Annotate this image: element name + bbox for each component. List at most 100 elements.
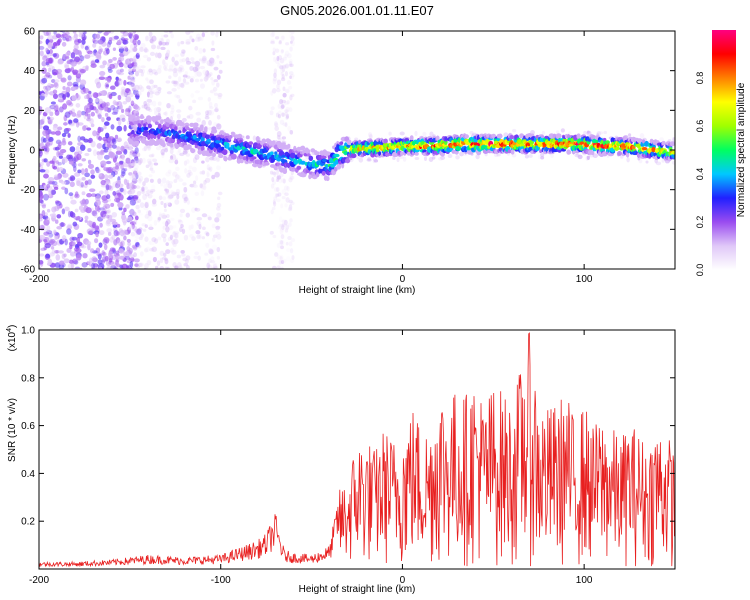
spectral-point — [154, 238, 159, 244]
ridge-point — [305, 148, 311, 155]
spectral-point — [77, 135, 82, 143]
spectral-point — [108, 185, 114, 191]
spectral-point — [130, 99, 134, 105]
spectral-point — [92, 92, 98, 98]
spectral-point — [109, 63, 116, 70]
spectral-point — [289, 174, 294, 181]
spectral-point — [396, 157, 400, 163]
ridge-point — [321, 170, 326, 176]
spectral-point — [61, 31, 66, 34]
spectral-point — [181, 58, 186, 63]
spectral-point — [164, 111, 168, 117]
spectral-point — [182, 150, 188, 155]
spectral-point — [134, 239, 139, 243]
spectral-point — [276, 131, 282, 137]
spectral-point — [282, 56, 287, 61]
spectral-point — [196, 117, 202, 123]
spectral-point — [280, 240, 284, 245]
spectral-point — [200, 183, 207, 190]
spectral-point — [111, 247, 116, 252]
spectral-point — [148, 87, 153, 92]
spectral-point — [49, 238, 56, 244]
spectral-point — [145, 77, 149, 81]
spectral-point — [93, 238, 99, 244]
spectral-point — [161, 152, 165, 156]
spectral-point — [131, 174, 136, 179]
spectral-point — [50, 245, 55, 250]
spectral-point — [75, 145, 80, 152]
spectral-point — [87, 50, 93, 55]
spectral-point — [39, 193, 44, 199]
spectral-point — [151, 170, 156, 174]
spectral-point — [167, 236, 173, 242]
spectral-point — [149, 158, 154, 162]
spectral-point — [429, 131, 434, 137]
spectral-point — [285, 241, 289, 246]
spectral-point — [83, 112, 87, 120]
spectral-point — [211, 80, 215, 86]
spectral-point — [157, 65, 162, 70]
spectral-point — [186, 199, 190, 205]
ridge-point — [347, 139, 352, 146]
spectral-point — [78, 205, 84, 211]
spectral-point — [284, 109, 289, 113]
colorbar-label: Normalized spectral amplitude — [736, 82, 747, 217]
spectral-point — [45, 85, 52, 91]
spectral-point — [144, 213, 149, 219]
spectral-point — [528, 154, 533, 158]
spectral-point — [92, 130, 98, 137]
spectral-point — [78, 33, 85, 38]
spectral-point — [144, 46, 148, 53]
spectral-point — [52, 41, 58, 47]
spectral-point — [148, 68, 153, 73]
spectral-point — [94, 59, 100, 63]
spectral-point — [123, 124, 127, 132]
spectral-point — [280, 48, 284, 55]
spectral-point — [138, 212, 143, 216]
spectral-point — [45, 72, 51, 78]
spectral-point — [142, 190, 148, 196]
spectral-point — [414, 156, 420, 161]
spectral-point — [56, 205, 61, 210]
spectral-point — [165, 226, 170, 233]
spectral-point — [178, 98, 183, 104]
spectral-point — [166, 266, 170, 269]
spectral-point — [286, 100, 290, 105]
spectral-point — [281, 35, 285, 40]
spectral-point — [280, 203, 284, 209]
spectral-point — [126, 81, 133, 85]
spectral-point — [270, 106, 275, 111]
spectral-point — [281, 64, 286, 69]
spectral-point — [142, 181, 146, 187]
ridge-point — [378, 151, 382, 156]
spectral-point — [117, 94, 122, 101]
ridge-point — [194, 137, 201, 142]
spectral-point — [128, 152, 133, 159]
spectral-point — [438, 156, 444, 161]
spectral-point — [130, 257, 135, 263]
spectral-point — [151, 237, 157, 243]
spectral-point — [56, 214, 62, 219]
spectral-point — [119, 160, 124, 164]
spectral-point — [116, 125, 123, 132]
spectral-point — [126, 182, 130, 190]
spectral-point — [107, 251, 113, 258]
spectral-point — [121, 263, 128, 269]
spectral-point — [113, 253, 120, 257]
spectral-point — [282, 102, 286, 108]
spectral-point — [103, 174, 109, 180]
spectral-point — [117, 202, 124, 208]
spectral-point — [121, 168, 126, 175]
spectral-point — [81, 158, 87, 162]
spectral-point — [135, 231, 140, 236]
spectral-point — [184, 81, 190, 85]
spectral-point — [52, 93, 59, 100]
ridge-point — [456, 145, 462, 151]
spectral-point — [207, 264, 213, 269]
spectral-point — [210, 61, 216, 65]
spectral-point — [46, 183, 50, 189]
spectral-point — [279, 228, 284, 235]
ridge-point — [651, 146, 656, 153]
spectral-point — [475, 154, 480, 160]
